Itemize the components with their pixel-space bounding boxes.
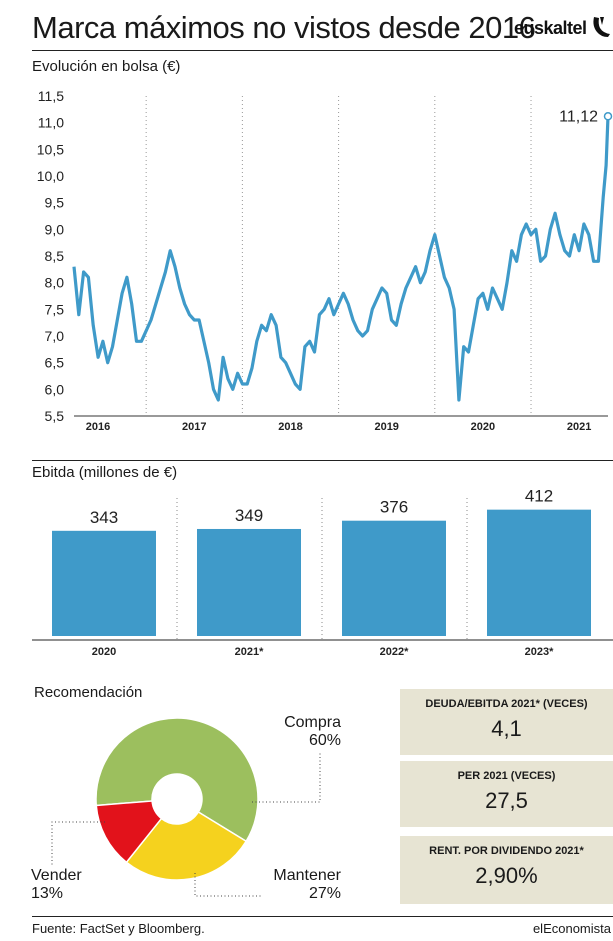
- bar-section-rule: [32, 460, 613, 461]
- bar-category-label: 2022*: [380, 646, 409, 658]
- source-note: Fuente: FactSet y Bloomberg.: [32, 921, 205, 936]
- stat-title: PER 2021 (VECES): [457, 770, 556, 782]
- stat-title: RENT. POR DIVIDENDO 2021*: [429, 845, 584, 857]
- bar-category-label: 2021*: [235, 646, 264, 658]
- stat-box-per: PER 2021 (VECES) 27,5: [400, 761, 613, 827]
- line-chart: 11,5 11,0 10,5 10,0 9,5 9,0 8,5 8,0 7,5 7,0 6,5 6,0…: [37, 88, 613, 433]
- y-tick-label: 9,5: [45, 195, 65, 211]
- pie-slice-mantener: [125, 811, 248, 881]
- pie-chart-title: Recomendación: [34, 684, 143, 701]
- stat-box-deuda-ebitda: DEUDA/EBITDA 2021* (VECES) 4,1: [400, 689, 613, 755]
- leader-line-vender: [51, 821, 105, 866]
- pie-label-compra: Compra 60%: [280, 714, 341, 750]
- bar-chart: 343 2020 349 2021* 376 2022* 412 2023*: [32, 487, 613, 658]
- leader-line-mantener: [194, 873, 262, 897]
- pie-label-vender: Vender 13%: [31, 867, 82, 903]
- y-tick-label: 5,5: [45, 408, 65, 424]
- stat-value: 27,5: [485, 788, 528, 813]
- pie-label-mantener: Mantener 27%: [266, 867, 341, 903]
- bar-category-label: 2023*: [525, 646, 554, 658]
- stat-value: 2,90%: [475, 863, 538, 888]
- y-tick-label: 8,0: [45, 275, 65, 291]
- y-tick-label: 6,0: [45, 381, 65, 397]
- price-line: [72, 116, 610, 402]
- x-tick-label: 2020: [471, 421, 495, 433]
- x-tick-label: 2021: [567, 421, 591, 433]
- pie-slice-vender: [95, 800, 163, 864]
- bar-value-label: 376: [380, 498, 408, 517]
- stat-box-dividendo: RENT. POR DIVIDENDO 2021* 2,90%: [400, 836, 613, 904]
- pie-label-mantener-pct: 27%: [308, 885, 341, 902]
- y-tick-label: 9,0: [45, 221, 65, 237]
- pie-label-compra-pct: 60%: [308, 732, 341, 749]
- y-tick-label: 11,5: [38, 88, 64, 104]
- y-tick-label: 11,0: [38, 115, 64, 131]
- pie-label-vender-name: Vender: [31, 867, 82, 884]
- y-tick-label: 10,0: [37, 168, 64, 184]
- bar-value-label: 412: [525, 487, 553, 506]
- stat-title: DEUDA/EBITDA 2021* (VECES): [425, 698, 588, 710]
- x-tick-label: 2016: [86, 421, 110, 433]
- y-tick-label: 7,5: [45, 301, 65, 317]
- publisher-name: elEconomista: [532, 921, 611, 936]
- x-tick-label: 2018: [278, 421, 302, 433]
- header-rule: [32, 50, 613, 51]
- x-tick-label: 2017: [182, 421, 206, 433]
- stat-value: 4,1: [491, 716, 522, 741]
- bar: [487, 509, 591, 636]
- last-value-label: 11,12: [559, 108, 598, 125]
- euskaltel-mark-icon: [593, 17, 610, 37]
- y-tick-label: 6,5: [45, 355, 65, 371]
- y-tick-label: 8,5: [45, 248, 65, 264]
- bar-category-label: 2020: [92, 646, 116, 658]
- y-tick-label: 7,0: [45, 328, 65, 344]
- pie-label-mantener-name: Mantener: [273, 867, 341, 884]
- pie-label-vender-pct: 13%: [31, 885, 64, 902]
- footer-rule: [32, 916, 613, 917]
- y-tick-label: 10,5: [37, 141, 64, 157]
- x-tick-label: 2019: [374, 421, 398, 433]
- pie-label-compra-name: Compra: [284, 714, 341, 731]
- leader-line-compra: [252, 752, 321, 803]
- bar: [52, 530, 156, 636]
- bar: [342, 520, 446, 636]
- brand-logo: euskaltel: [514, 18, 587, 38]
- page-title: Marca máximos no vistos desde 2016: [32, 10, 536, 45]
- last-value-marker: [603, 112, 613, 121]
- bar-value-label: 349: [235, 506, 263, 525]
- bar-chart-title: Ebitda (millones de €): [32, 464, 178, 481]
- pie-chart: [51, 717, 321, 897]
- bar-value-label: 343: [90, 508, 118, 527]
- line-chart-title: Evolución en bolsa (€): [32, 58, 181, 75]
- bar: [197, 528, 301, 636]
- pie-slice-compra: [95, 717, 259, 843]
